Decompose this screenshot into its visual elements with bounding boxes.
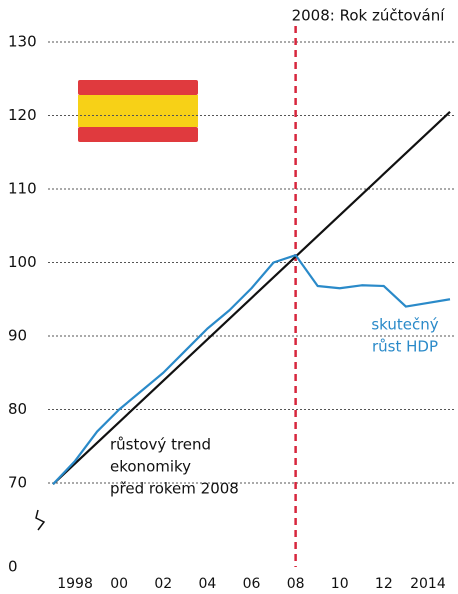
x-tick-label: 1998 <box>57 576 93 592</box>
x-tick-label: 02 <box>154 576 172 592</box>
annotation: ekonomiky <box>110 458 191 476</box>
flag <box>78 80 198 142</box>
annotation: růst HDP <box>372 338 438 356</box>
x-tick-label: 04 <box>198 576 216 592</box>
x-tick-label: 00 <box>110 576 128 592</box>
series-line <box>52 254 451 485</box>
y-tick-label: 80 <box>8 400 27 418</box>
y-tick-label: 90 <box>8 327 27 345</box>
x-tick-label: 06 <box>243 576 261 592</box>
y-tick-label: 100 <box>8 253 37 271</box>
annotation: před rokem 2008 <box>110 480 239 498</box>
y-tick-label: 70 <box>8 474 27 492</box>
y-tick-label: 110 <box>8 180 37 198</box>
y-tick-label: 0 <box>8 558 18 576</box>
x-tick-label: 10 <box>331 576 349 592</box>
y-tick-label: 130 <box>8 33 37 51</box>
annotation: růstový trend <box>110 436 211 454</box>
annotation: skutečný <box>371 316 438 334</box>
x-tick-label: 2014 <box>410 576 446 592</box>
x-tick-label: 08 <box>287 576 305 592</box>
series-line <box>52 111 451 486</box>
y-tick-label: 120 <box>8 106 37 124</box>
x-tick-label: 12 <box>375 576 393 592</box>
chart-title: 2008: Rok zúčtování <box>292 7 446 25</box>
axis-break <box>35 509 46 531</box>
